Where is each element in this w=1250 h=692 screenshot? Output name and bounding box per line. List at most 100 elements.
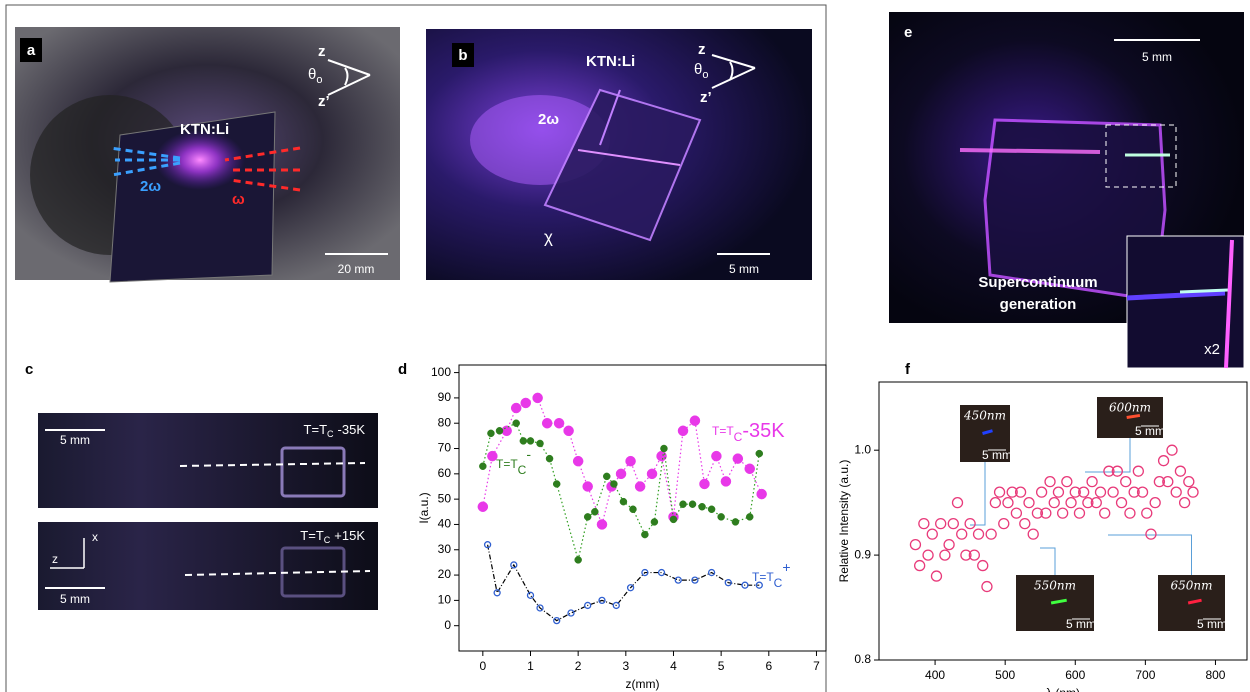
data-point — [526, 591, 535, 599]
data-point — [596, 519, 608, 530]
crystal-label: KTN:Li — [586, 53, 635, 70]
data-point — [541, 417, 553, 429]
data-point — [583, 513, 592, 521]
data-point — [479, 462, 487, 470]
sh-label: 2ω — [538, 111, 559, 128]
data-point — [553, 616, 561, 625]
data-point — [977, 559, 989, 572]
inset-connector — [1108, 534, 1192, 575]
data-point — [745, 513, 754, 521]
data-point — [1103, 465, 1115, 477]
data-point — [536, 604, 544, 612]
data-point — [1044, 476, 1056, 488]
data-point — [493, 589, 501, 597]
data-point — [1107, 486, 1119, 498]
data-point — [1061, 476, 1073, 488]
inset-spot — [982, 429, 993, 435]
x-tick-label: 7 — [813, 659, 820, 673]
data-point — [998, 517, 1010, 530]
data-point — [567, 609, 575, 617]
photo-b: b KTN:Li 2ω χ z θo z’ 5 mm — [426, 29, 812, 280]
data-point — [495, 427, 504, 435]
inset-scale-label: 5 mm — [1197, 617, 1227, 631]
data-point — [731, 518, 740, 526]
data-point — [717, 513, 725, 521]
data-point — [918, 517, 930, 530]
data-point — [641, 568, 649, 577]
data-point — [989, 496, 1002, 509]
data-point — [972, 528, 985, 540]
data-point — [1094, 486, 1107, 498]
scale-label: 5 mm — [1142, 50, 1172, 64]
inset-label: 650nm — [1170, 579, 1212, 593]
data-point — [1099, 507, 1111, 519]
data-point — [1002, 496, 1014, 509]
caption: Supercontinuum — [978, 274, 1097, 291]
label-text: T=T — [712, 424, 734, 438]
data-point — [930, 570, 943, 582]
data-point — [956, 528, 968, 540]
data-point — [1040, 507, 1052, 519]
data-point — [1048, 496, 1060, 509]
x-tick-label: 4 — [670, 659, 677, 673]
data-point — [943, 538, 955, 551]
data-point — [756, 488, 767, 500]
y-tick-label: 30 — [438, 542, 452, 556]
data-point — [1166, 444, 1178, 456]
inset-connector — [970, 462, 986, 526]
data-point — [985, 528, 997, 540]
data-point — [477, 501, 489, 512]
x-tick-label: 800 — [1205, 668, 1225, 682]
data-point — [510, 402, 522, 414]
data-point — [699, 478, 710, 490]
data-point — [968, 549, 980, 561]
data-point — [650, 518, 659, 526]
axis-zp: z’ — [318, 93, 330, 110]
data-point — [526, 437, 535, 445]
data-point — [532, 392, 543, 404]
label-sub: C — [518, 463, 527, 477]
data-point — [741, 581, 749, 589]
y-axis-label: Relative Intensity (a.u.) — [837, 460, 851, 583]
data-point — [1090, 496, 1102, 509]
data-point — [1019, 517, 1031, 530]
data-point — [641, 530, 649, 539]
scale-label: 5 mm — [60, 592, 90, 606]
data-point — [572, 455, 584, 467]
data-point — [732, 453, 744, 464]
data-point — [1086, 476, 1098, 488]
x-tick-label: 1 — [527, 659, 534, 673]
inset-spot — [1050, 598, 1067, 605]
photo-c: c 5 mm T=TC -35K x z 5 mm T=TC +15K — [25, 361, 378, 610]
theta-label: θo — [694, 61, 708, 81]
panel-letter: a — [27, 42, 36, 59]
data-point — [519, 437, 528, 445]
label-text: T=T — [496, 457, 518, 471]
data-point — [707, 505, 716, 514]
data-point — [669, 515, 678, 524]
y-tick-label: 0 — [444, 618, 451, 632]
x-tick-label: 500 — [995, 668, 1015, 682]
series-line — [482, 422, 760, 561]
data-point — [1174, 465, 1187, 477]
data-point — [677, 425, 689, 437]
data-point — [1132, 465, 1145, 477]
data-point — [1065, 496, 1077, 509]
data-point — [1006, 486, 1018, 498]
data-point — [553, 417, 565, 429]
y-tick-label: 70 — [438, 441, 452, 455]
inset-connector — [1085, 438, 1131, 473]
data-point — [612, 601, 620, 610]
data-point — [951, 496, 964, 509]
inset-connector — [1040, 547, 1056, 575]
data-point — [1078, 486, 1090, 498]
y-tick-label: 10 — [438, 593, 452, 607]
data-point — [1124, 507, 1136, 519]
series-label: T=TC-35K — [712, 420, 785, 444]
data-point — [1187, 486, 1199, 498]
data-point — [483, 541, 492, 549]
y-tick-label: 1.0 — [854, 442, 871, 456]
data-point — [707, 568, 716, 577]
scale-label: 5 mm — [60, 433, 90, 447]
